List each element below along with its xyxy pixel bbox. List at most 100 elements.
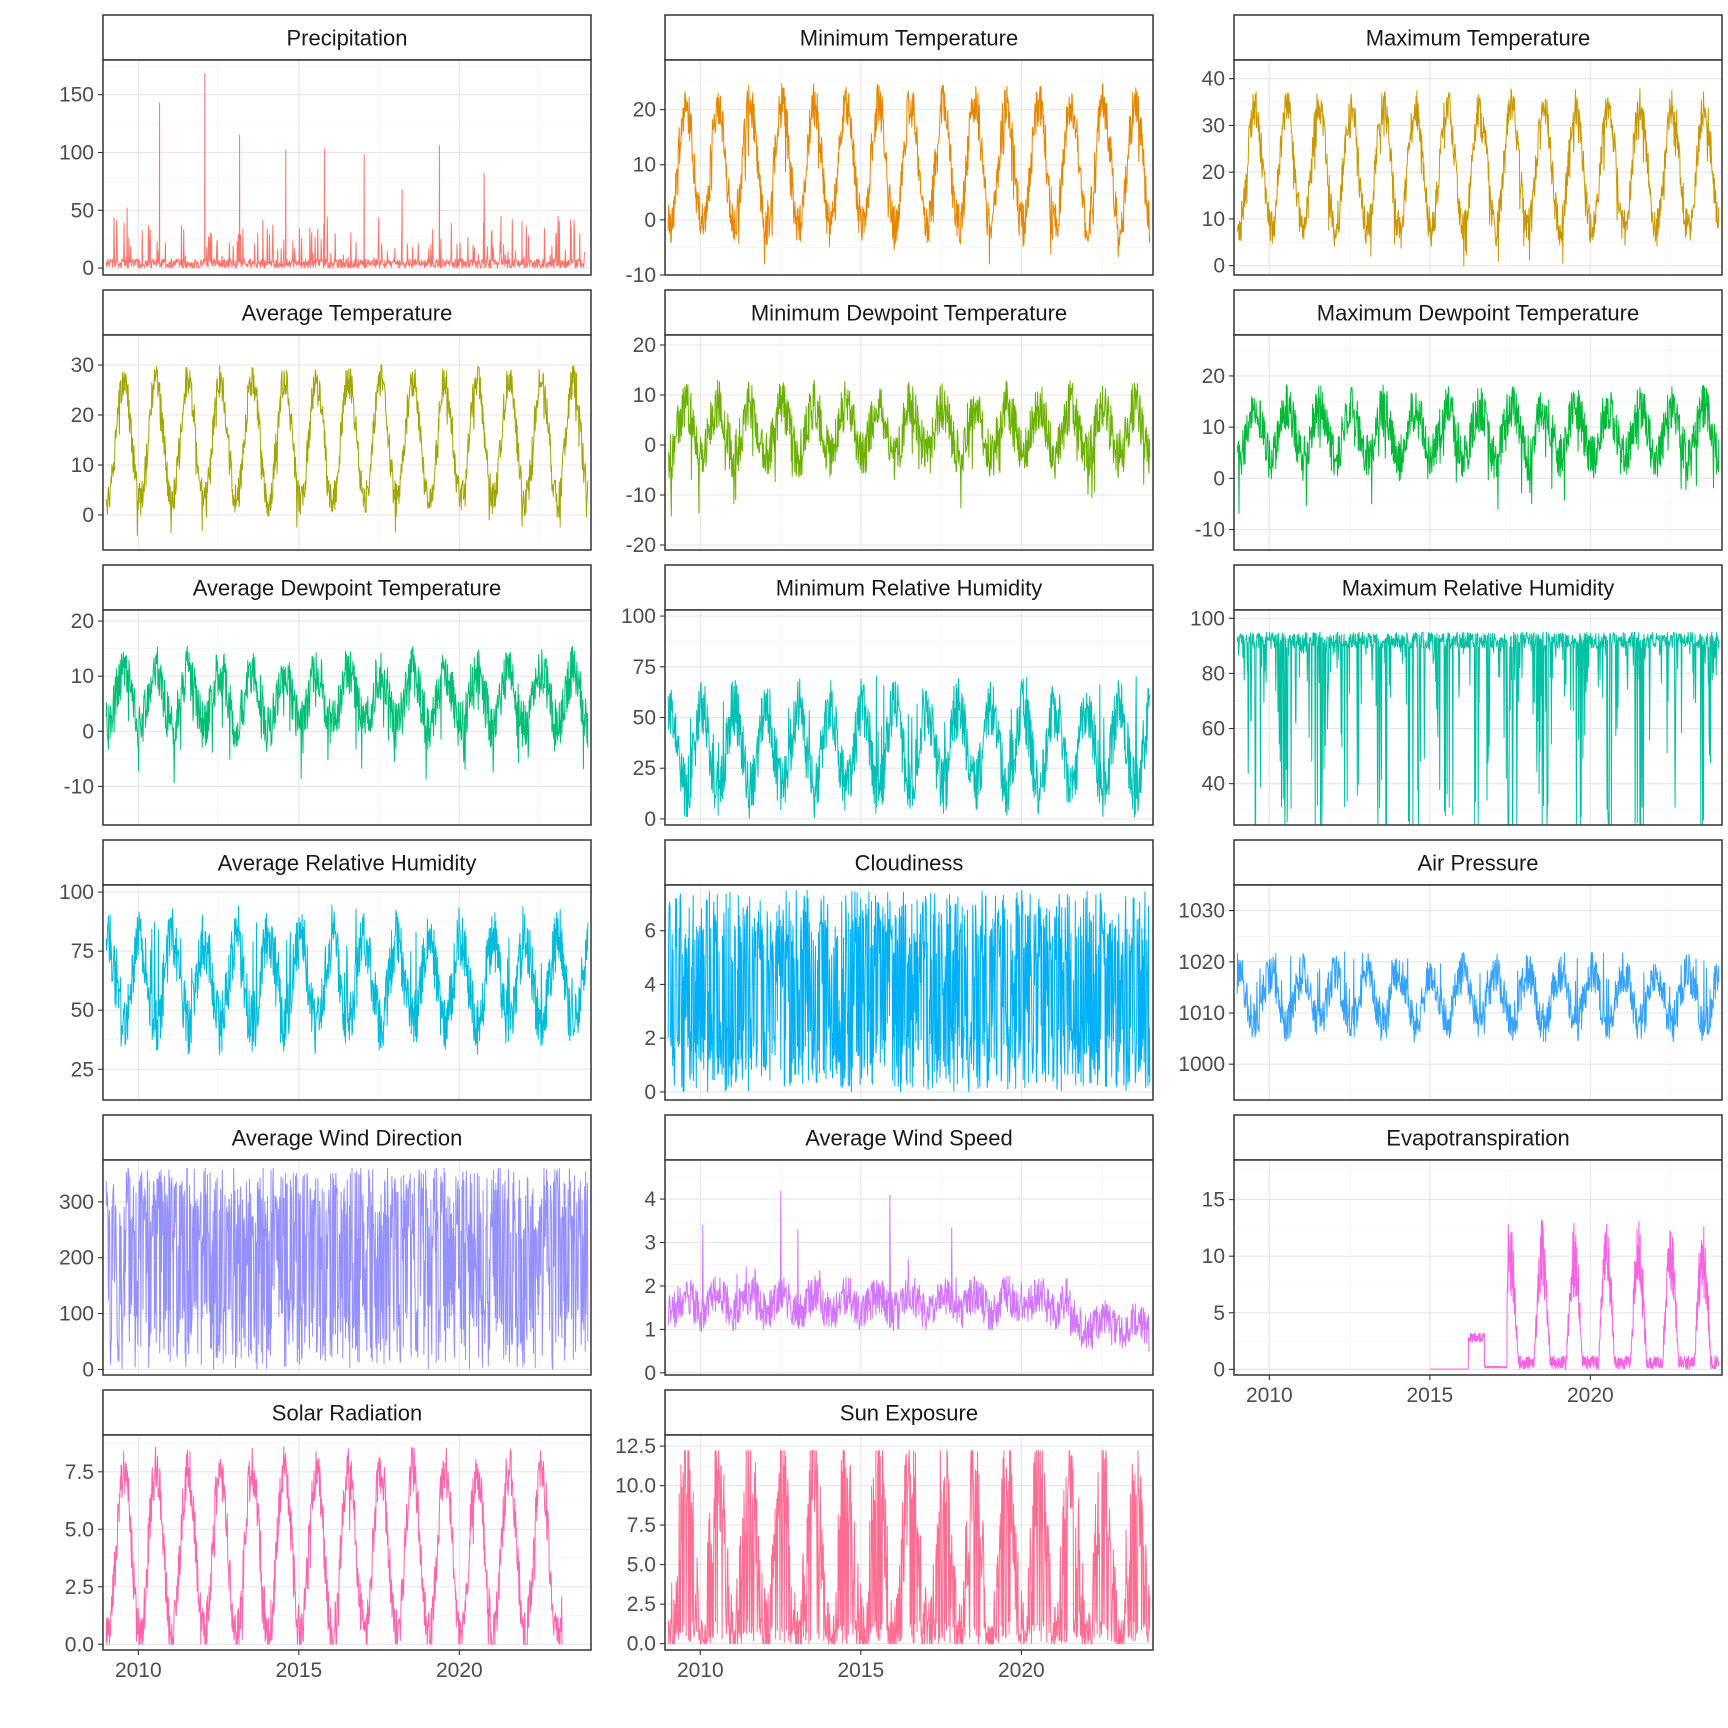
y-tick-label: 0 [82, 1358, 94, 1381]
facet-panel: Maximum Temperature 0 10 20 30 40 [1202, 14, 1723, 278]
y-tick-label: 1000 [1178, 1053, 1225, 1076]
y-tick-label: 75 [71, 940, 94, 963]
y-tick-label: 7.5 [65, 1461, 94, 1484]
facet-panel: Maximum Relative Humidity 40 60 80 100 [1190, 564, 1723, 826]
y-tick-label: 1020 [1178, 951, 1225, 974]
facet-panel: Average Relative Humidity 25 50 75 100 [59, 839, 592, 1101]
facet-strip [102, 1389, 592, 1436]
y-tick-label: 6 [644, 920, 656, 943]
series-line [105, 645, 589, 784]
facet-panel: Solar Radiation 0.0 2.5 5.0 7.5 2010 2015 2020 [65, 1389, 592, 1682]
facet-title: Average Temperature [242, 301, 453, 326]
y-tick-label: 1030 [1178, 900, 1225, 923]
y-tick-label: 80 [1202, 662, 1225, 685]
x-tick-label: 2010 [677, 1659, 724, 1682]
y-tick-label: 200 [59, 1247, 94, 1270]
y-tick-label: 5 [1213, 1302, 1225, 1325]
panel-border [664, 1434, 1154, 1651]
facet-strip [102, 1114, 592, 1161]
y-tick-label: 25 [71, 1058, 94, 1081]
series-line [105, 904, 589, 1056]
y-tick-label: 40 [1202, 68, 1225, 91]
y-tick-label: 10 [71, 454, 94, 477]
series-line [667, 889, 1151, 1093]
x-tick-label: 2010 [115, 1659, 162, 1682]
panel-border [664, 1159, 1154, 1376]
panel-background [665, 335, 1153, 550]
y-tick-label: 5.0 [627, 1554, 656, 1577]
facet-title: Minimum Relative Humidity [776, 576, 1043, 601]
y-tick-label: 10 [1202, 1245, 1225, 1268]
y-tick-label: 100 [59, 141, 94, 164]
facet-panel: Average Temperature 0 10 20 30 [71, 289, 592, 551]
y-tick-label: -20 [626, 534, 656, 557]
y-tick-label: 0 [1213, 467, 1225, 490]
facet-strip [102, 14, 592, 61]
y-tick-label: 10 [633, 384, 656, 407]
panel-border [102, 884, 592, 1101]
panel-border [102, 609, 592, 826]
series-line [667, 675, 1151, 819]
y-tick-label: 3 [644, 1232, 656, 1255]
x-tick-label: 2010 [1246, 1384, 1293, 1407]
y-tick-label: 5.0 [65, 1518, 94, 1541]
y-tick-label: 7.5 [627, 1514, 656, 1537]
x-tick-label: 2020 [436, 1659, 483, 1682]
facet-panel: Average Dewpoint Temperature -10 0 10 20 [64, 564, 592, 826]
facet-title: Precipitation [286, 26, 407, 51]
series-line [1236, 631, 1720, 826]
panel-border [1233, 1159, 1723, 1376]
y-tick-label: 60 [1202, 718, 1225, 741]
y-tick-label: 0 [644, 1362, 656, 1385]
panel-background [103, 60, 591, 275]
series-line [1429, 1219, 1720, 1370]
panel-background [103, 610, 591, 825]
facet-strip [102, 839, 592, 886]
facet-title: Minimum Temperature [800, 26, 1018, 51]
y-tick-label: 0.0 [65, 1633, 94, 1656]
facet-panel: Minimum Relative Humidity 0 25 50 75 100 [621, 564, 1154, 831]
series-line [667, 83, 1151, 265]
y-tick-label: 50 [71, 999, 94, 1022]
y-tick-label: 2 [644, 1275, 656, 1298]
y-tick-label: 20 [1202, 365, 1225, 388]
y-tick-label: 0.0 [627, 1633, 656, 1656]
y-tick-label: -10 [626, 264, 656, 287]
facet-strip [664, 839, 1154, 886]
y-tick-label: 4 [644, 1188, 656, 1211]
y-tick-label: 20 [633, 99, 656, 122]
y-tick-label: -10 [626, 484, 656, 507]
y-tick-label: 0 [82, 257, 94, 280]
facet-panel: Precipitation 0 50 100 150 [59, 14, 592, 280]
facet-title: Sun Exposure [840, 1401, 978, 1426]
facet-strip [664, 1114, 1154, 1161]
y-tick-label: 30 [71, 354, 94, 377]
facet-title: Cloudiness [855, 851, 964, 876]
series-line [1236, 951, 1720, 1043]
y-tick-label: 100 [59, 1303, 94, 1326]
facet-panel: Air Pressure 1000 1010 1020 1030 [1178, 839, 1723, 1101]
facet-panel: Cloudiness 0 2 4 6 [644, 839, 1154, 1104]
y-tick-label: 0 [644, 808, 656, 831]
panel-border [102, 1159, 592, 1376]
y-tick-label: 10.0 [615, 1475, 656, 1498]
facet-panel: Maximum Dewpoint Temperature -10 0 10 20 [1195, 289, 1723, 551]
y-tick-label: 25 [633, 757, 656, 780]
series-line [1236, 88, 1720, 267]
y-tick-label: 12.5 [615, 1435, 656, 1458]
y-tick-label: -10 [64, 775, 94, 798]
facet-title: Minimum Dewpoint Temperature [751, 301, 1067, 326]
y-tick-label: 10 [1202, 416, 1225, 439]
y-tick-label: 20 [633, 334, 656, 357]
facet-title: Average Dewpoint Temperature [193, 576, 502, 601]
panel-border [1233, 609, 1723, 826]
facet-panel: Evapotranspiration 0 5 10 15 2010 2015 2020 [1202, 1114, 1723, 1407]
y-tick-label: 300 [59, 1191, 94, 1214]
y-tick-label: 100 [1190, 607, 1225, 630]
panel-border [1233, 884, 1723, 1101]
series-line [667, 1190, 1151, 1352]
y-tick-label: 1 [644, 1318, 656, 1341]
y-tick-label: 20 [1202, 161, 1225, 184]
x-tick-label: 2020 [1567, 1384, 1614, 1407]
y-tick-label: 150 [59, 84, 94, 107]
